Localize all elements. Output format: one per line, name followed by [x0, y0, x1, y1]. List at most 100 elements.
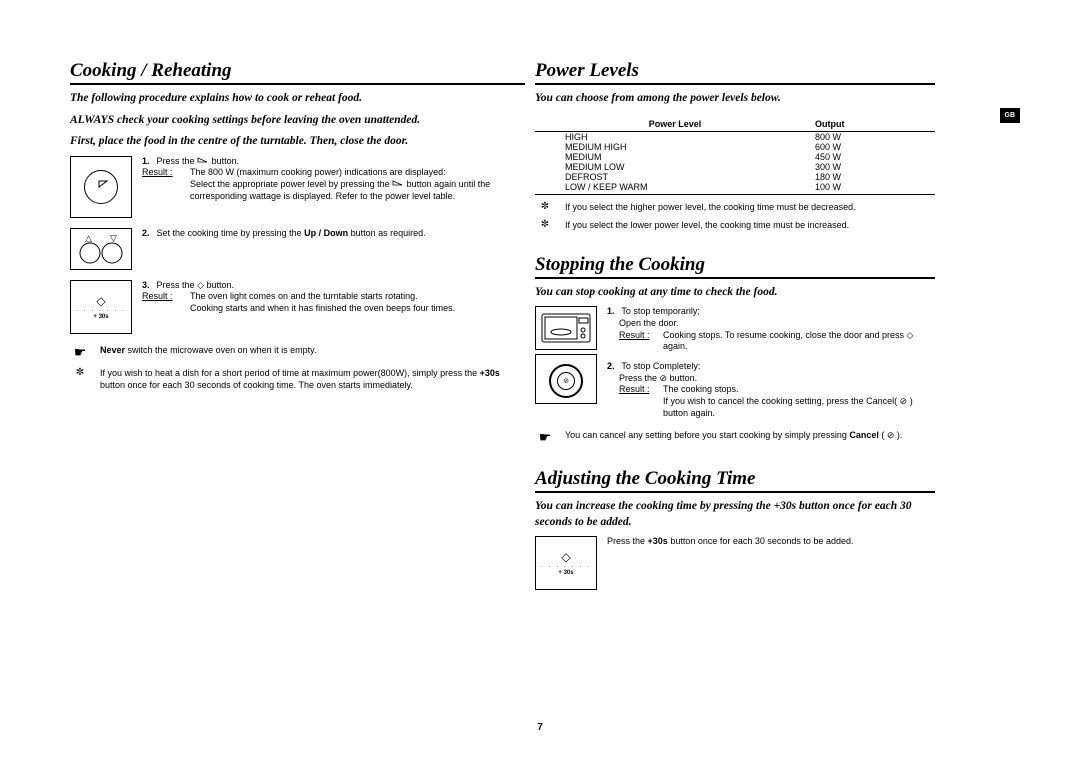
step-1: 1. Press the button. Result : The 800 W … [70, 156, 525, 218]
stop2-l1: To stop Completely: [621, 361, 700, 371]
note-30s: ✼ If you wish to heat a dish for a short… [70, 367, 525, 392]
step1-text-a: Press the [157, 156, 198, 166]
heading-stopping: Stopping the Cooking [535, 254, 935, 279]
heading-adjust: Adjusting the Cooking Time [535, 468, 935, 493]
step1-result1: The 800 W (maximum cooking power) indica… [190, 167, 525, 179]
plus30-label-r: + 30s [558, 570, 573, 576]
stop2-l2a: Press the [619, 373, 660, 383]
stop1-num: 1. [607, 306, 619, 318]
cell-output: 800 W [815, 132, 935, 142]
pl-note1-text: If you select the higher power level, th… [565, 201, 935, 214]
sn-bold: Cancel [849, 430, 879, 440]
asterisk-icon: ✼ [70, 367, 90, 392]
stop-intro: You can stop cooking at any time to chec… [535, 285, 935, 301]
step3-a: Press the [157, 280, 198, 290]
note-never: ☛ Never switch the microwave oven on whe… [70, 344, 525, 361]
cell-output: 300 W [815, 162, 935, 172]
table-row: LOW / KEEP WARM100 W [535, 182, 935, 192]
diamond-icon: ◇ [906, 330, 913, 340]
page-number: 7 [537, 722, 543, 733]
adjust-step: ◇ · · · · · · · + 30s Press the +30s but… [535, 536, 935, 590]
table-row: MEDIUM HIGH600 W [535, 142, 935, 152]
plus30-icon: ◇ · · · · · · · + 30s [70, 280, 132, 334]
cell-output: 600 W [815, 142, 935, 152]
stop1-result-lbl: Result : [619, 330, 663, 353]
intro-2: ALWAYS check your cooking settings befor… [70, 113, 525, 129]
cancel-button-icon: ⊘ [535, 354, 597, 404]
adj-b: button once for each 30 seconds to be ad… [670, 536, 853, 546]
cell-level: DEFROST [535, 172, 815, 182]
heading-cooking-reheating: Cooking / Reheating [70, 60, 525, 85]
step1-result2a: Select the appropriate power level by pr… [190, 179, 392, 189]
cell-level: HIGH [535, 132, 815, 142]
n2-b: button once for each 30 seconds of cooki… [100, 380, 413, 390]
stop2-l2b: button. [670, 373, 698, 383]
plus30-icon: ◇ · · · · · · · + 30s [535, 536, 597, 590]
adj-a: Press the [607, 536, 648, 546]
up-down-dial-icon: △▽ [70, 228, 132, 270]
stop2-num: 2. [607, 361, 619, 373]
dial-icon [70, 156, 132, 218]
cell-output: 180 W [815, 172, 935, 182]
plus30-label: + 30s [93, 314, 108, 320]
stop-step-1: ⊘ 1. To stop temporarily; Open the door.… [535, 306, 935, 419]
cell-level: MEDIUM [535, 152, 815, 162]
cell-level: LOW / KEEP WARM [535, 182, 815, 192]
th-level: Power Level [535, 119, 815, 129]
step3-b: button. [206, 280, 234, 290]
pl-note-2: ✼ If you select the lower power level, t… [535, 219, 935, 232]
pointer-icon: ☛ [535, 429, 555, 446]
adjust-intro: You can increase the cooking time by pre… [535, 499, 935, 530]
power-level-table: Power Level Output HIGH800 WMEDIUM HIGH6… [535, 117, 935, 195]
right-column: Power Levels You can choose from among t… [535, 60, 935, 600]
cancel-icon: ⊘ [887, 430, 895, 440]
sn-a: You can cancel any setting before you st… [565, 430, 849, 440]
step2-a: Set the cooking time by pressing the [157, 228, 305, 238]
sn-c: ). [897, 430, 903, 440]
step1-text-b: button. [212, 156, 240, 166]
cell-level: MEDIUM HIGH [535, 142, 815, 152]
intro-3: First, place the food in the centre of t… [70, 134, 525, 150]
step3-r1: The oven light comes on and the turntabl… [190, 291, 455, 303]
wave-icon [197, 156, 212, 166]
never-rest: switch the microwave oven on when it is … [128, 345, 317, 355]
n2-bold: +30s [480, 368, 500, 378]
step-2: △▽ 2. Set the cooking time by pressing t… [70, 228, 525, 270]
th-output: Output [815, 119, 935, 129]
intro-1: The following procedure explains how to … [70, 91, 525, 107]
asterisk-icon: ✼ [535, 201, 555, 214]
pl-note-1: ✼ If you select the higher power level, … [535, 201, 935, 214]
table-row: MEDIUM450 W [535, 152, 935, 162]
stop2-result: The cooking stops. [663, 384, 935, 396]
stop1-ra: Cooking stops. To resume cooking, close … [663, 330, 906, 340]
cell-level: MEDIUM LOW [535, 162, 815, 172]
cancel-icon: ⊘ [660, 373, 668, 383]
diamond-icon: ◇ [197, 280, 204, 290]
pl-note2-text: If you select the lower power level, the… [565, 219, 935, 232]
stop2-xa: If you wish to cancel the cooking settin… [663, 396, 900, 406]
result-label3: Result : [142, 291, 190, 314]
result-label: Result : [142, 167, 190, 202]
table-row: MEDIUM LOW300 W [535, 162, 935, 172]
never-bold: Never [100, 345, 125, 355]
stop1-l1: To stop temporarily; [621, 306, 700, 316]
adj-bold: +30s [648, 536, 668, 546]
stop2-result-lbl: Result : [619, 384, 663, 419]
asterisk-icon: ✼ [535, 219, 555, 232]
step2-bold: Up / Down [304, 228, 348, 238]
stop1-l2: Open the door. [619, 318, 935, 330]
stop-note: ☛ You can cancel any setting before you … [535, 429, 935, 446]
left-column: Cooking / Reheating The following proced… [70, 60, 525, 600]
step2-number: 2. [142, 228, 154, 240]
step-3: ◇ · · · · · · · + 30s 3. Press the ◇ but… [70, 280, 525, 334]
cell-output: 450 W [815, 152, 935, 162]
pointer-icon: ☛ [70, 344, 90, 361]
wave-icon-2 [392, 179, 407, 189]
power-intro: You can choose from among the power leve… [535, 91, 935, 107]
step2-b: button as required. [351, 228, 426, 238]
step3-number: 3. [142, 280, 154, 292]
n2-a: If you wish to heat a dish for a short p… [100, 368, 480, 378]
table-row: DEFROST180 W [535, 172, 935, 182]
table-row: HIGH800 W [535, 132, 935, 142]
cancel-icon: ⊘ [900, 396, 908, 406]
